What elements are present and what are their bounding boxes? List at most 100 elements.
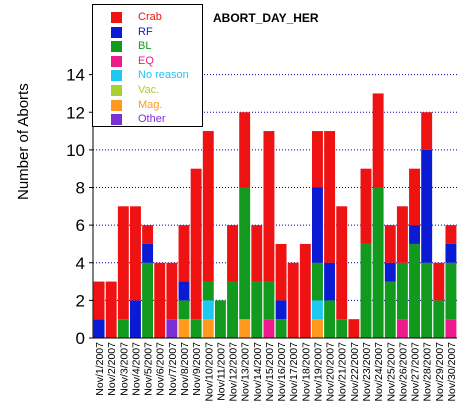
bar-segment <box>445 243 457 263</box>
bar-segment <box>312 300 323 320</box>
bar-segment <box>445 262 457 320</box>
x-tick-label: Nov/21/2007 <box>337 342 349 402</box>
bar-segment <box>312 262 323 301</box>
bar-segment <box>433 300 445 339</box>
bar-segment <box>445 319 457 338</box>
x-tick-label: Nov/22/2007 <box>349 342 361 402</box>
legend-label: EQ <box>138 54 154 67</box>
x-tick-label: Nov/15/2007 <box>264 342 276 402</box>
bar-segment <box>324 262 336 301</box>
x-tick-label: Nov/14/2007 <box>252 342 264 402</box>
bar-segment <box>324 131 336 263</box>
x-tick-labels: Nov/1/2007 Nov/2/2007 Nov/3/2007 Nov/4/2007… <box>94 342 458 402</box>
bar-segment <box>360 243 372 338</box>
bar-segment <box>275 319 287 338</box>
x-tick-label: Nov/6/2007 <box>155 342 167 396</box>
bar-segment <box>214 300 226 339</box>
y-tick-label: 8 <box>76 179 85 198</box>
bar-segment <box>372 187 384 338</box>
bar-segment <box>299 243 311 338</box>
x-tick-label: Nov/18/2007 <box>300 342 312 402</box>
legend-item: BL <box>93 39 201 53</box>
bar-segment <box>396 262 408 320</box>
legend-label: Mag. <box>138 98 163 111</box>
bar-segment <box>178 319 190 338</box>
bar-segment <box>275 300 287 320</box>
chart-title: ABORT_DAY_HER <box>213 11 319 25</box>
bars <box>93 93 457 339</box>
y-tick-label: 2 <box>76 291 85 310</box>
bar-segment <box>142 243 154 263</box>
legend-item: RF <box>93 25 201 39</box>
bar-segment <box>239 187 251 320</box>
legend-swatch <box>111 55 122 67</box>
legend-swatch <box>111 41 122 53</box>
x-tick-label: Nov/26/2007 <box>397 342 409 402</box>
legend-item: EQ <box>93 54 201 68</box>
legend-swatch <box>111 70 122 82</box>
bar-segment <box>445 225 457 244</box>
legend-swatch <box>111 114 122 126</box>
x-tick-label: Nov/1/2007 <box>94 342 106 396</box>
bar-segment <box>336 319 348 338</box>
bar-segment <box>336 206 348 320</box>
y-tick-label: 12 <box>66 103 85 122</box>
bar-segment <box>287 262 299 338</box>
bar-segment <box>421 112 433 150</box>
x-tick-label: Nov/17/2007 <box>288 342 300 402</box>
bar-segment <box>251 281 263 338</box>
bar-segment <box>202 300 214 320</box>
legend-label: RF <box>138 25 153 38</box>
x-tick-label: Nov/28/2007 <box>422 342 434 402</box>
y-tick-labels: 0 2 4 6 8 10 12 14 <box>66 66 85 348</box>
x-tick-label: Nov/7/2007 <box>167 342 179 396</box>
bar-segment <box>154 262 166 338</box>
bar-segment <box>409 225 420 244</box>
legend: Crab RF BL EQ No reason Vac. Mag. Other <box>92 4 203 127</box>
bar-segment <box>166 319 178 338</box>
bar-segment <box>348 319 360 338</box>
x-tick-label: Nov/11/2007 <box>215 342 227 401</box>
bar-segment <box>263 131 275 282</box>
bar-segment <box>130 300 141 339</box>
legend-label: Vac. <box>138 84 160 96</box>
legend-item: Crab <box>93 10 201 24</box>
bar-segment <box>142 225 154 244</box>
bar-segment <box>396 319 408 338</box>
x-tick-label: Nov/12/2007 <box>228 342 240 402</box>
x-tick-label: Nov/20/2007 <box>325 342 337 402</box>
legend-swatch <box>111 99 122 111</box>
legend-label: Crab <box>138 11 162 23</box>
legend-label: Other <box>138 113 166 126</box>
bar-segment <box>93 281 105 320</box>
bar-segment <box>117 319 129 338</box>
x-tick-label: Nov/24/2007 <box>373 342 385 402</box>
bar-segment <box>409 243 420 338</box>
bar-segment <box>409 168 420 226</box>
bar-segment <box>178 225 190 282</box>
bar-segment <box>190 168 202 320</box>
x-tick-label: Nov/16/2007 <box>276 342 288 402</box>
x-tick-label: Nov/29/2007 <box>434 342 446 402</box>
bar-segment <box>251 225 263 282</box>
bar-segment <box>312 131 323 188</box>
bar-segment <box>190 319 202 338</box>
x-tick-label: Nov/13/2007 <box>240 342 252 402</box>
legend-item: Vac. <box>93 83 201 97</box>
bar-segment <box>263 319 275 338</box>
bar-segment <box>178 281 190 301</box>
x-tick-label: Nov/2/2007 <box>106 342 118 396</box>
bar-segment <box>117 206 129 320</box>
bar-segment <box>396 206 408 263</box>
bar-segment <box>227 281 238 338</box>
x-tick-label: Nov/4/2007 <box>130 342 142 396</box>
legend-item: No reason <box>93 68 201 82</box>
y-tick-label: 4 <box>76 254 85 273</box>
x-tick-label: Nov/10/2007 <box>203 342 215 402</box>
bar-segment <box>384 262 396 282</box>
legend-swatch <box>111 26 122 38</box>
x-tick-label: Nov/30/2007 <box>446 342 458 402</box>
bar-segment <box>312 319 323 338</box>
x-tick-label: Nov/3/2007 <box>118 342 130 396</box>
